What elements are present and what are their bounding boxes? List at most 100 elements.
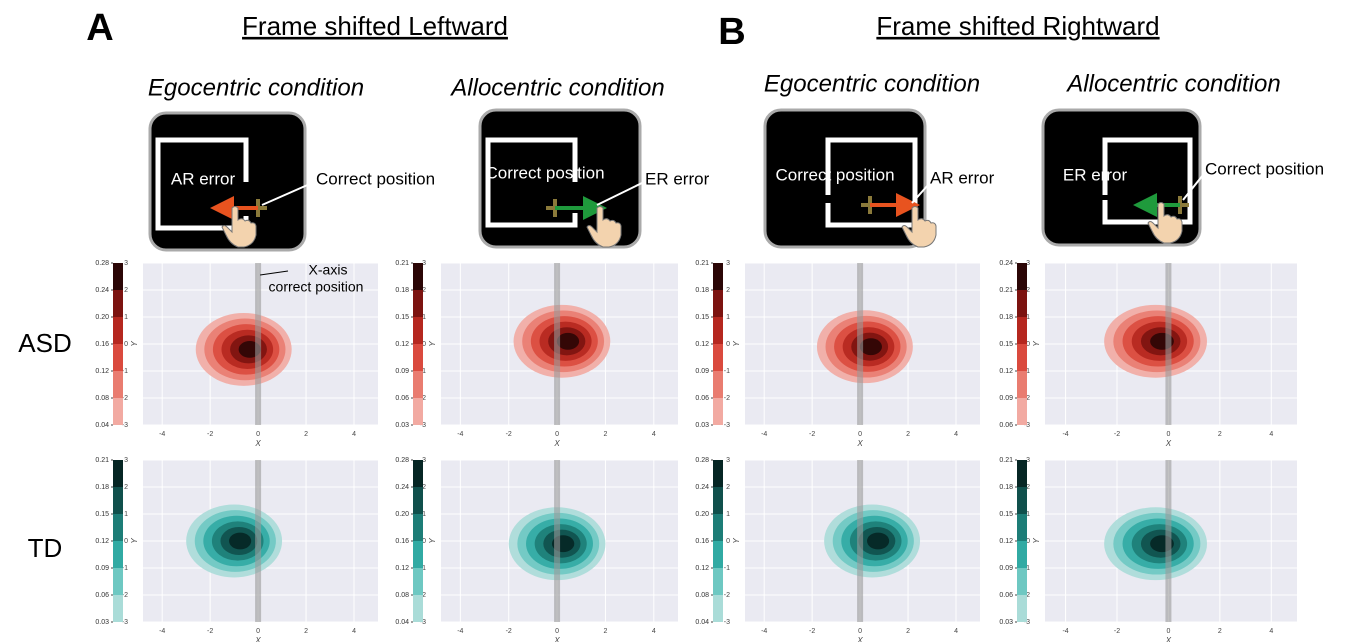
x-tick-label: 2 xyxy=(1218,431,1222,438)
colorbar-segment xyxy=(1017,487,1027,514)
x-tick-label: 0 xyxy=(1166,628,1170,635)
colorbar-segment xyxy=(1017,317,1027,344)
y-tick-label: 3 xyxy=(124,457,128,464)
x-tick-label: 0 xyxy=(858,628,862,635)
colorbar-tick-label: 0.03 xyxy=(395,422,409,429)
x-tick-label: -4 xyxy=(159,628,165,635)
colorbar-segment xyxy=(713,290,723,317)
y-axis-label: Y xyxy=(130,538,139,544)
colorbar-segment xyxy=(413,344,423,371)
colorbar-segment xyxy=(413,460,423,487)
y-tick-label: -3 xyxy=(420,422,426,429)
colorbar-tick-label: 0.24 xyxy=(695,484,709,491)
y-tick-label: 0 xyxy=(1026,538,1030,545)
colorbar-tick-label: 0.16 xyxy=(95,341,109,348)
colorbar-tick-label: 0.21 xyxy=(695,260,709,267)
colorbar-segment xyxy=(413,398,423,425)
colorbar-segment xyxy=(413,263,423,290)
colorbar-tick-label: 0.03 xyxy=(95,619,109,626)
colorbar-tick-label: 0.20 xyxy=(695,511,709,518)
colorbar-segment xyxy=(413,290,423,317)
y-tick-label: 1 xyxy=(726,511,730,518)
inside-label: Correct position xyxy=(485,163,604,182)
colorbar-segment xyxy=(713,371,723,398)
colorbar-tick-label: 0.03 xyxy=(695,422,709,429)
panel-title: Frame shifted Rightward xyxy=(876,11,1159,41)
x-tick-label: -2 xyxy=(809,431,815,438)
x-tick-label: 0 xyxy=(256,431,260,438)
colorbar-segment xyxy=(713,398,723,425)
colorbar-tick-label: 0.09 xyxy=(95,565,109,572)
colorbar-tick-label: 0.12 xyxy=(395,565,409,572)
y-axis-label: Y xyxy=(1032,341,1041,347)
x-tick-label: 0 xyxy=(555,628,559,635)
colorbar-tick-label: 0.18 xyxy=(695,287,709,294)
colorbar-tick-label: 0.18 xyxy=(95,484,109,491)
density-contour xyxy=(867,532,890,550)
colorbar-segment xyxy=(713,344,723,371)
correct-position-band xyxy=(255,460,262,622)
colorbar-tick-label: 0.28 xyxy=(695,457,709,464)
y-tick-label: -3 xyxy=(122,422,128,429)
colorbar-tick-label: 0.21 xyxy=(395,260,409,267)
inside-label: Correct position xyxy=(775,165,894,184)
y-tick-label: 0 xyxy=(124,538,128,545)
y-tick-label: 3 xyxy=(422,457,426,464)
x-tick-label: 4 xyxy=(954,431,958,438)
colorbar-tick-label: 0.21 xyxy=(999,287,1013,294)
y-tick-label: -2 xyxy=(724,592,730,599)
x-tick-label: -4 xyxy=(761,431,767,438)
density-contour xyxy=(229,532,252,550)
density-contour xyxy=(556,332,580,350)
y-tick-label: 1 xyxy=(422,314,426,321)
colorbar-segment xyxy=(1017,595,1027,622)
colorbar-segment xyxy=(113,487,123,514)
frame xyxy=(825,137,918,228)
y-tick-label: -3 xyxy=(420,619,426,626)
colorbar-tick-label: 0.12 xyxy=(395,341,409,348)
colorbar-tick-label: 0.12 xyxy=(95,368,109,375)
frame xyxy=(1102,137,1193,225)
outside-label: Correct position xyxy=(316,169,435,188)
colorbar-segment xyxy=(713,487,723,514)
colorbar-segment xyxy=(713,568,723,595)
colorbar-tick-label: 0.08 xyxy=(95,395,109,402)
density-contour xyxy=(859,338,882,356)
colorbar-segment xyxy=(1017,568,1027,595)
y-tick-label: 0 xyxy=(124,341,128,348)
y-tick-label: -3 xyxy=(1024,422,1030,429)
x-tick-label: 4 xyxy=(1269,628,1273,635)
colorbar-tick-label: 0.06 xyxy=(95,592,109,599)
colorbar-segment xyxy=(113,568,123,595)
screen xyxy=(763,108,927,249)
colorbar-tick-label: 0.28 xyxy=(395,457,409,464)
x-tick-label: -2 xyxy=(207,431,213,438)
y-tick-label: 1 xyxy=(1026,511,1030,518)
leader-line xyxy=(1182,174,1204,201)
colorbar-tick-label: 0.18 xyxy=(999,314,1013,321)
y-tick-label: 3 xyxy=(124,260,128,267)
x-tick-label: 4 xyxy=(954,628,958,635)
colorbar-tick-label: 0.12 xyxy=(999,368,1013,375)
y-axis-label: Y xyxy=(428,341,437,347)
colorbar-tick-label: 0.24 xyxy=(395,484,409,491)
x-tick-label: -2 xyxy=(506,431,512,438)
x-axis-label: X xyxy=(856,439,863,448)
y-tick-label: 3 xyxy=(726,260,730,267)
y-axis-label: Y xyxy=(130,341,139,347)
condition-title: Egocentric condition xyxy=(764,70,980,97)
x-tick-label: 4 xyxy=(652,431,656,438)
correct-position-band xyxy=(554,263,561,425)
condition-title: Egocentric condition xyxy=(148,74,364,101)
y-tick-label: 0 xyxy=(422,341,426,348)
annotation: correct position xyxy=(269,279,364,295)
colorbar-tick-label: 0.16 xyxy=(695,538,709,545)
x-axis-label: X xyxy=(1165,439,1172,448)
y-tick-label: -2 xyxy=(122,395,128,402)
colorbar-segment xyxy=(713,263,723,290)
colorbar-segment xyxy=(113,595,123,622)
colorbar-tick-label: 0.03 xyxy=(999,619,1013,626)
outside-label: Correct position xyxy=(1205,159,1324,178)
y-tick-label: 2 xyxy=(726,287,730,294)
colorbar-tick-label: 0.28 xyxy=(95,260,109,267)
